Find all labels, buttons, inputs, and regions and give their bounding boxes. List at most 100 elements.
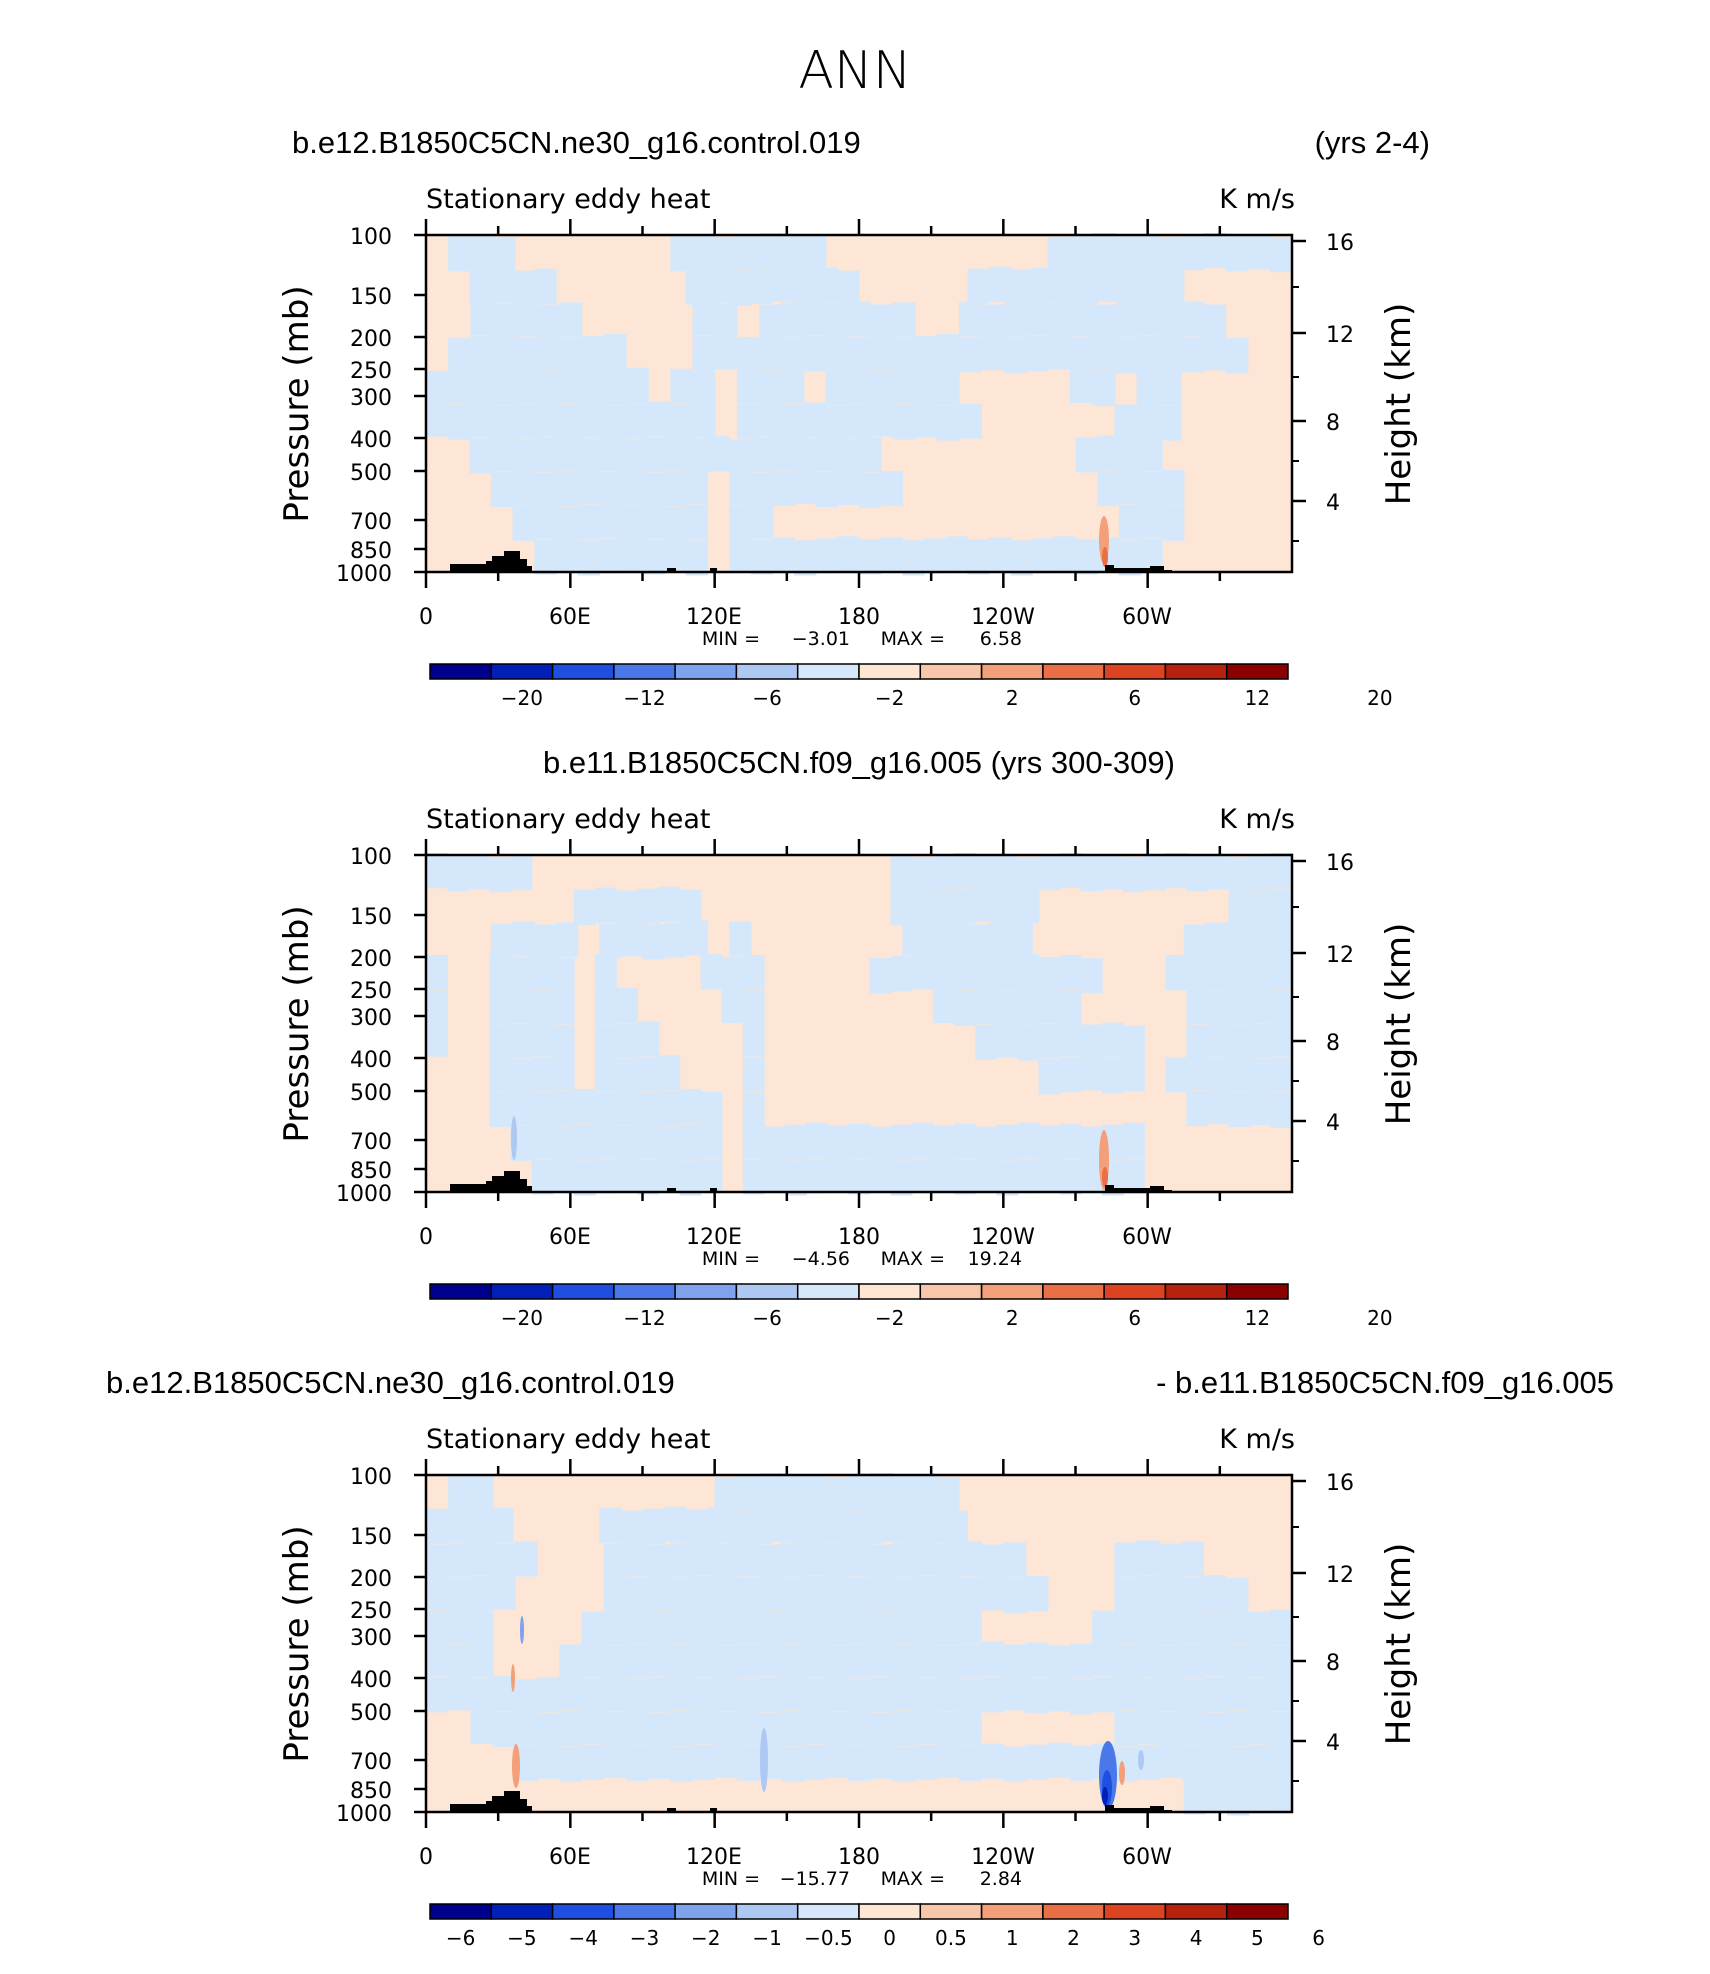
contour-cell bbox=[537, 1743, 560, 1779]
contour-cell bbox=[1158, 1742, 1182, 1778]
contour-cell bbox=[750, 539, 774, 575]
contour-cell bbox=[581, 1678, 605, 1714]
y-tick-label: 100 bbox=[350, 1465, 392, 1490]
contour-cell bbox=[510, 855, 533, 891]
contour-cell bbox=[534, 539, 557, 575]
contour-cell bbox=[742, 1092, 765, 1129]
contour-cell bbox=[870, 401, 894, 437]
contour-cell bbox=[573, 889, 596, 925]
figure-title: ANN bbox=[798, 41, 911, 101]
contour-cell bbox=[945, 536, 968, 572]
colorbar-swatch bbox=[613, 663, 676, 680]
contour-cell bbox=[932, 855, 955, 891]
contour-cell bbox=[492, 1676, 516, 1712]
contour-cell bbox=[870, 1677, 894, 1713]
contour-cell bbox=[996, 889, 1019, 925]
contour-cell bbox=[1136, 371, 1160, 407]
contour-cell bbox=[552, 1055, 575, 1091]
colorbar-swatch bbox=[796, 1283, 860, 1300]
contour-cell bbox=[1181, 301, 1204, 337]
contour-cell bbox=[1080, 1024, 1103, 1060]
contour-cell bbox=[692, 1744, 716, 1780]
contour-cell bbox=[577, 504, 600, 540]
colorbar-swatch bbox=[980, 1283, 1044, 1300]
contour-cell bbox=[936, 405, 960, 441]
contour-cell bbox=[1059, 1159, 1082, 1195]
contour-cell bbox=[736, 235, 760, 271]
contour-cell bbox=[803, 1611, 827, 1647]
colorbar-swatch bbox=[735, 1903, 799, 1920]
colorbar-label: −4 bbox=[568, 1926, 597, 1950]
contour-cell bbox=[825, 1477, 849, 1513]
contour-cell bbox=[870, 1473, 894, 1509]
contour-cell bbox=[664, 506, 687, 542]
contour-cell bbox=[870, 1610, 894, 1646]
contour-cell bbox=[1136, 300, 1160, 336]
contour-cell bbox=[670, 1644, 694, 1680]
contour-cell bbox=[492, 334, 516, 370]
contour-cell bbox=[975, 1157, 998, 1193]
y-right-axis-label: Height (km) bbox=[1379, 303, 1419, 506]
colorbar-swatch bbox=[490, 1283, 554, 1300]
contour-cell bbox=[426, 1677, 449, 1713]
y-tick-label: 850 bbox=[350, 1779, 392, 1804]
contour-cell bbox=[492, 369, 516, 405]
contour-cell bbox=[936, 1645, 960, 1681]
contour-cell bbox=[975, 1024, 998, 1060]
contour-cell bbox=[625, 1679, 649, 1715]
colorbar-label: 2 bbox=[1006, 686, 1019, 710]
contour-cell bbox=[870, 304, 894, 340]
contour-cell bbox=[847, 1607, 871, 1643]
contour-cell bbox=[847, 1475, 871, 1511]
contour-cell bbox=[1080, 958, 1103, 994]
contour-cell bbox=[514, 337, 538, 373]
y-right-tick-label: 16 bbox=[1326, 231, 1354, 256]
contour-cell bbox=[1186, 988, 1209, 1024]
contour-cell bbox=[794, 540, 817, 576]
contour-cell bbox=[1069, 301, 1093, 337]
contour-cell bbox=[559, 368, 583, 404]
contour-cell bbox=[664, 537, 687, 573]
y-tick-label: 150 bbox=[350, 905, 392, 930]
contour-cell bbox=[736, 367, 760, 403]
contour-cell bbox=[759, 1677, 783, 1713]
contour-cell bbox=[469, 438, 492, 474]
contour-cell bbox=[1247, 234, 1271, 270]
contour-cell bbox=[670, 1578, 694, 1614]
contour-cell bbox=[764, 1126, 786, 1162]
contour-cell bbox=[648, 1575, 672, 1611]
contour-cell bbox=[1225, 236, 1249, 272]
contour-cell bbox=[1203, 1610, 1227, 1646]
contour-cell bbox=[1003, 1578, 1027, 1614]
contour-cell bbox=[468, 854, 491, 890]
contour-cell bbox=[721, 957, 744, 993]
contour-cell bbox=[736, 1577, 760, 1613]
contour-cell bbox=[847, 1709, 871, 1746]
colorbar-swatch bbox=[919, 663, 983, 680]
contour-feature bbox=[1102, 1167, 1108, 1187]
contour-cell bbox=[1162, 270, 1185, 306]
contour-cell bbox=[859, 472, 882, 509]
x-tick-label: 180 bbox=[838, 1225, 880, 1250]
contour-cell bbox=[837, 270, 860, 306]
contour-cell bbox=[750, 1508, 774, 1544]
contour-cell bbox=[892, 1675, 916, 1711]
contour-cell bbox=[1003, 1542, 1027, 1578]
colorbar-swatch bbox=[735, 663, 799, 680]
contour-cell bbox=[869, 1157, 892, 1193]
contour-cell bbox=[685, 504, 709, 540]
contour-cell bbox=[932, 987, 955, 1023]
contour-cell bbox=[577, 468, 600, 505]
contour-cell bbox=[470, 1611, 494, 1647]
contour-cell bbox=[1114, 1608, 1138, 1644]
contour-cell bbox=[714, 303, 738, 339]
contour-cell bbox=[803, 1744, 827, 1780]
contour-cell bbox=[603, 1742, 627, 1778]
contour-cell bbox=[1092, 370, 1116, 406]
contour-cell bbox=[1158, 303, 1182, 339]
contour-cell bbox=[975, 1126, 998, 1162]
contour-cell bbox=[537, 304, 560, 340]
contour-cell bbox=[555, 506, 579, 542]
contour-cell bbox=[1017, 954, 1040, 990]
contour-cell bbox=[1059, 853, 1082, 889]
